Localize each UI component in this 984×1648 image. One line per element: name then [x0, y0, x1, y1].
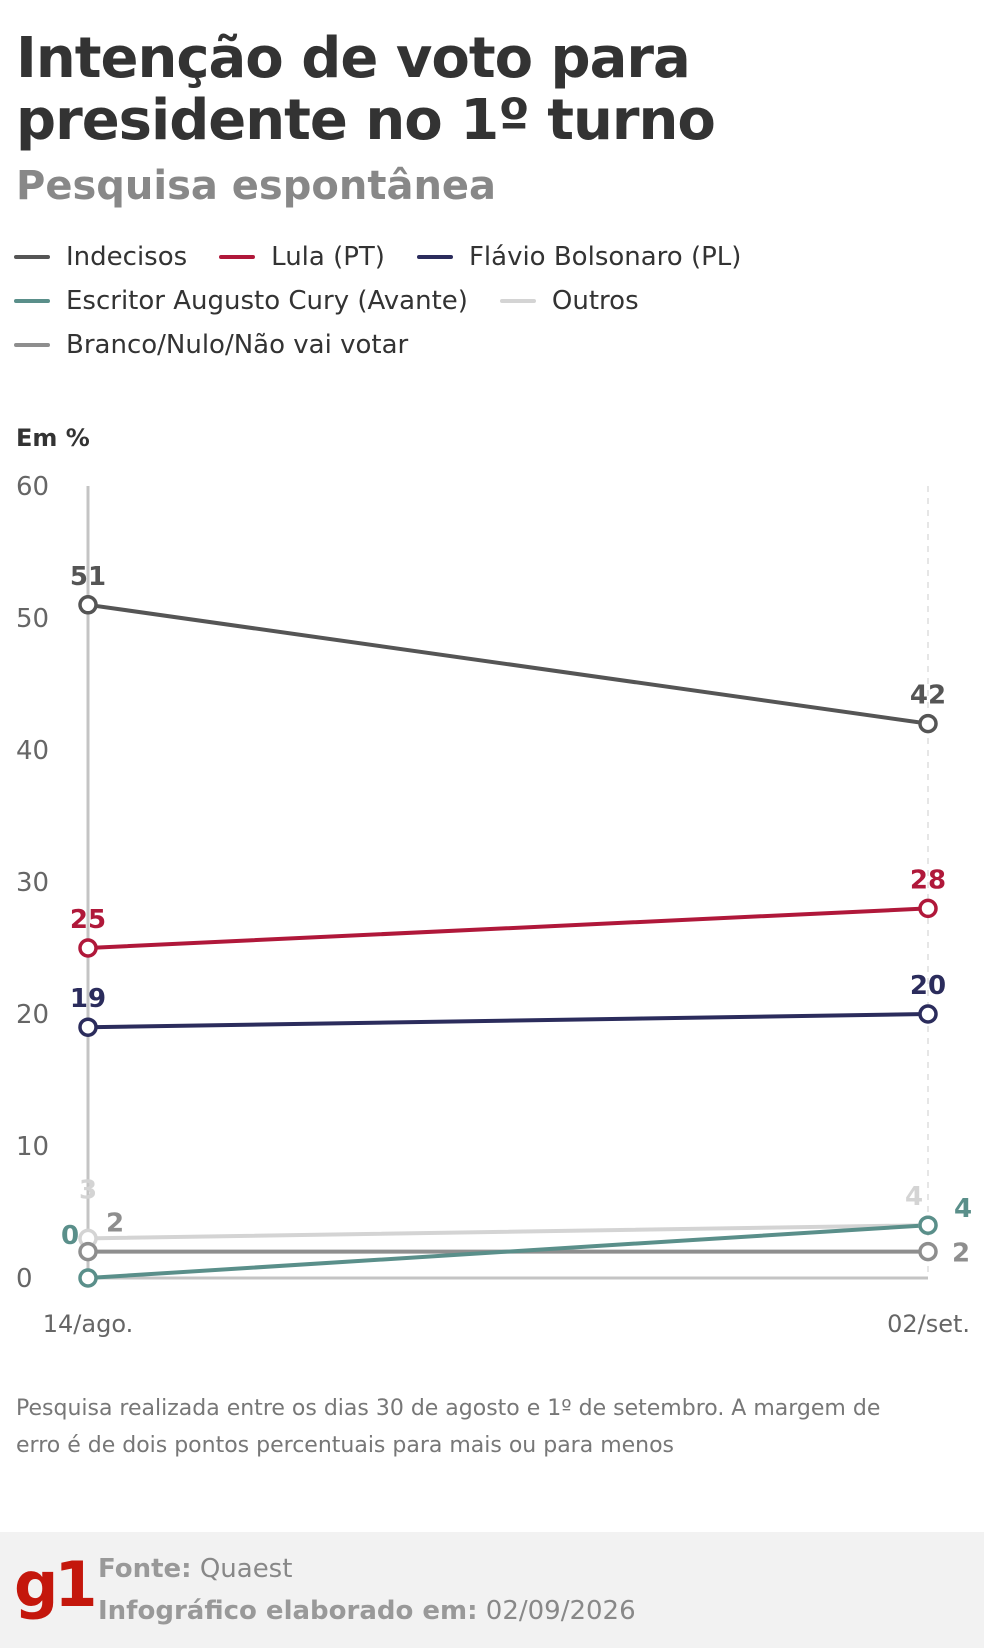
- data-point: [918, 898, 938, 919]
- data-label: 19: [70, 984, 106, 1014]
- data-point: [78, 1017, 98, 1037]
- y-tick-label: 40: [16, 736, 49, 766]
- data-label: 4: [905, 1182, 923, 1212]
- data-point: [78, 1241, 98, 1262]
- chart-subtitle: Pesquisa espontânea: [16, 163, 497, 209]
- legend: Indecisos Lula (PT) Flávio Bolsonaro (PL…: [14, 242, 964, 360]
- y-tick-label: 10: [16, 1132, 49, 1162]
- data-label: 2: [106, 1209, 124, 1239]
- y-tick-label: 50: [16, 604, 49, 634]
- legend-label: Escritor Augusto Cury (Avante): [66, 286, 468, 316]
- data-point: [78, 938, 98, 958]
- legend-label: Indecisos: [66, 242, 188, 272]
- legend-swatch: [14, 255, 50, 259]
- y-tick-label: 20: [16, 1000, 49, 1030]
- data-label: 51: [70, 562, 106, 592]
- legend-label: Lula (PT): [271, 242, 385, 272]
- chart-title: Intenção de voto para presidente no 1º t…: [16, 26, 716, 153]
- legend-label: Outros: [551, 286, 639, 316]
- unit-label: Em %: [16, 424, 90, 452]
- data-point: [918, 1241, 938, 1262]
- series-line: [86, 1223, 930, 1241]
- legend-swatch: [416, 255, 453, 259]
- legend-swatch: [499, 299, 536, 303]
- x-tick-label: 14/ago.: [43, 1310, 133, 1338]
- legend-item-cury: Escritor Augusto Cury (Avante): [14, 286, 468, 316]
- data-point: [918, 1215, 938, 1235]
- data-point: [918, 1004, 938, 1024]
- legend-label: Flávio Bolsonaro (PL): [468, 242, 742, 272]
- legend-item-outros: Outros: [499, 286, 639, 316]
- g1-logo: g1: [14, 1548, 98, 1621]
- source-label: Fonte:: [98, 1554, 192, 1584]
- source-value: Quaest: [199, 1554, 293, 1584]
- series-line: [86, 906, 930, 950]
- date-value: 02/09/2026: [485, 1596, 636, 1626]
- data-label: 4: [954, 1194, 972, 1224]
- data-point: [918, 713, 938, 734]
- data-point: [78, 1268, 98, 1288]
- data-point: [78, 595, 98, 615]
- legend-swatch: [219, 255, 256, 259]
- footer: g1 Fonte: Quaest Infográfico elaborado e…: [0, 1532, 984, 1648]
- y-tick-label: 30: [16, 868, 49, 898]
- series-line: [86, 1223, 930, 1280]
- legend-label: Branco/Nulo/Não vai votar: [66, 330, 409, 360]
- legend-swatch: [14, 343, 50, 347]
- data-label: 0: [61, 1221, 79, 1251]
- legend-item-branco: Branco/Nulo/Não vai votar: [14, 330, 408, 360]
- methodology-note: Pesquisa realizada entre os dias 30 de a…: [16, 1396, 881, 1458]
- data-label: 25: [70, 905, 106, 935]
- series-line: [86, 1012, 930, 1030]
- x-tick-label: 02/set.: [887, 1310, 970, 1338]
- legend-item-flavio: Flávio Bolsonaro (PL): [416, 242, 742, 272]
- source-line: Fonte: Quaest: [98, 1554, 292, 1584]
- y-tick-label: 0: [16, 1264, 33, 1294]
- data-label: 20: [910, 971, 946, 1001]
- legend-item-indecisos: Indecisos: [14, 242, 187, 272]
- date-line: Infográfico elaborado em: 02/09/2026: [98, 1596, 636, 1626]
- data-label: 2: [952, 1239, 970, 1269]
- legend-swatch: [14, 299, 50, 303]
- y-tick-label: 60: [16, 472, 49, 502]
- series-line: [86, 602, 930, 726]
- data-label: 3: [79, 1175, 97, 1205]
- legend-item-lula: Lula (PT): [219, 242, 385, 272]
- data-label: 42: [910, 681, 946, 711]
- date-label: Infográfico elaborado em:: [98, 1596, 478, 1626]
- data-label: 28: [910, 865, 946, 895]
